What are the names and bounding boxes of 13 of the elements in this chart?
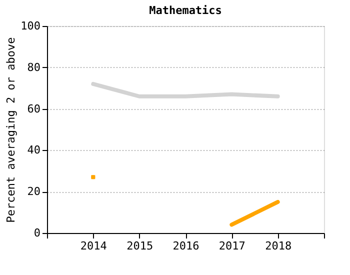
y-tick-label: 0 — [34, 226, 40, 240]
y-tick-label: 60 — [27, 102, 40, 116]
x-tick-label: 2017 — [218, 240, 246, 252]
x-tick-label: 2014 — [80, 240, 108, 252]
x-tick-label: 2018 — [265, 240, 292, 252]
y-tick-label: 100 — [20, 20, 40, 32]
chart-title: Mathematics — [149, 4, 222, 17]
y-tick-label: 80 — [27, 60, 40, 74]
y-tick-label: 40 — [27, 144, 40, 157]
x-tick-label: 2016 — [172, 240, 200, 252]
y-tick-label: 20 — [27, 185, 40, 198]
y-axis-title: Percent averaging 2 or above — [4, 37, 18, 223]
x-tick-label: 2015 — [126, 240, 154, 252]
